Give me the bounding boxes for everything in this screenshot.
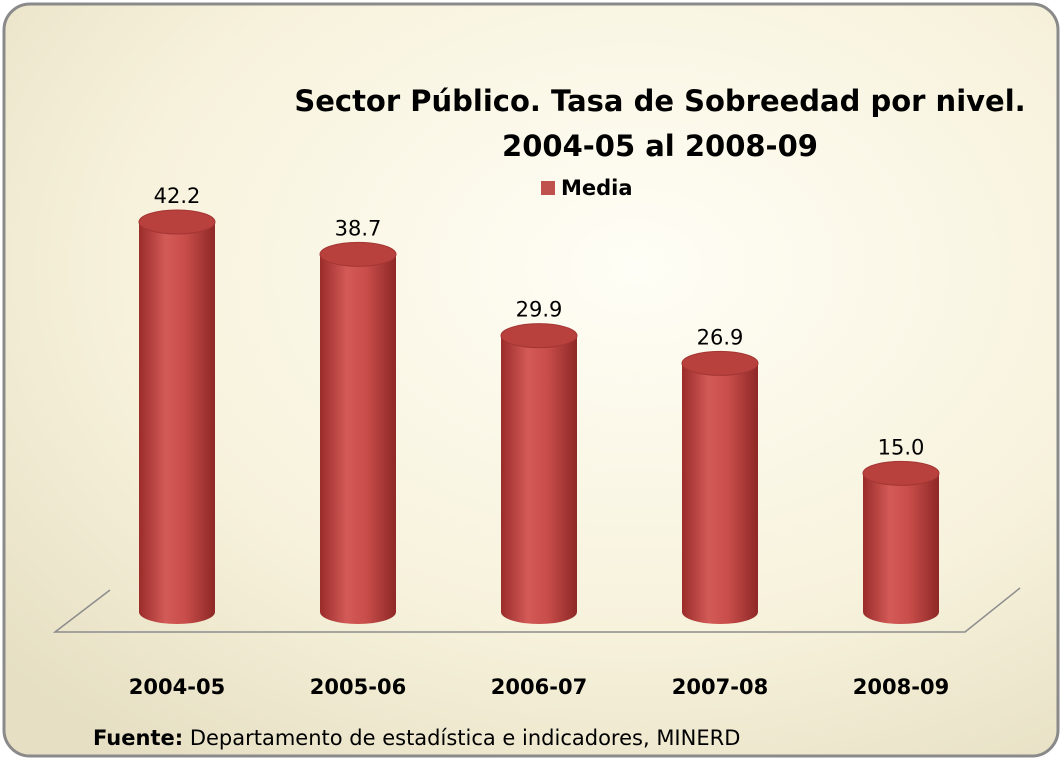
x-tick-label: 2007-08 [672, 675, 768, 699]
source: Fuente: Departamento de estadística e in… [93, 726, 740, 750]
bar [138, 209, 216, 624]
x-tick-label: 2005-06 [310, 675, 406, 699]
bar [681, 350, 759, 624]
cylinder-top [862, 460, 940, 486]
bar [862, 460, 940, 624]
legend-swatch [541, 181, 555, 195]
value-label: 29.9 [516, 298, 563, 322]
value-label: 26.9 [697, 325, 744, 349]
cylinder-top [319, 241, 397, 267]
x-tick-label: 2006-07 [491, 675, 587, 699]
cylinder-body [139, 222, 215, 624]
cylinder-body [682, 363, 758, 624]
chart-subtitle: 2004-05 al 2008-09 [502, 129, 818, 163]
cylinder-top [500, 323, 578, 349]
cylinder-body [863, 473, 939, 624]
x-tick-label: 2008-09 [853, 675, 949, 699]
cylinder-body [501, 335, 577, 624]
value-label: 38.7 [335, 216, 382, 240]
bar [319, 241, 397, 624]
value-label: 42.2 [154, 184, 201, 208]
cylinder-body [320, 254, 396, 624]
source-label: Fuente: [93, 726, 183, 750]
cylinder-top [138, 209, 216, 235]
value-label: 15.0 [878, 435, 925, 459]
legend: Media [541, 176, 633, 200]
floor [52, 587, 1021, 633]
x-tick-label: 2004-05 [129, 675, 225, 699]
chart-title: Sector Público. Tasa de Sobreedad por ni… [294, 84, 1025, 118]
bar [500, 323, 578, 624]
source-text: Departamento de estadística e indicadore… [190, 726, 741, 750]
cylinder-top [681, 350, 759, 376]
legend-label: Media [561, 176, 633, 200]
